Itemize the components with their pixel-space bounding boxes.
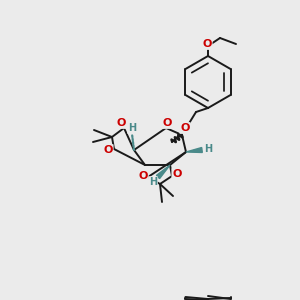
Text: O: O — [172, 169, 182, 179]
Text: O: O — [162, 118, 172, 128]
Text: H: H — [128, 123, 136, 133]
Text: O: O — [138, 171, 148, 181]
Text: O: O — [103, 145, 113, 155]
Text: O: O — [180, 123, 190, 133]
Polygon shape — [186, 148, 202, 152]
Text: O: O — [116, 118, 126, 128]
Polygon shape — [156, 165, 170, 178]
Text: H: H — [149, 177, 157, 187]
Text: H: H — [204, 144, 212, 154]
Text: O: O — [202, 39, 212, 49]
